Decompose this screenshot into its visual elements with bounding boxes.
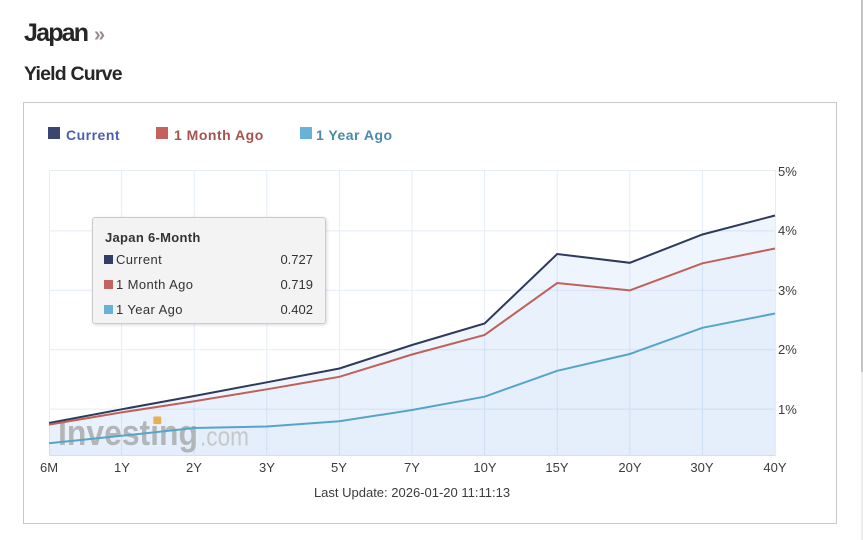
svg-text:.com: .com xyxy=(200,422,249,452)
